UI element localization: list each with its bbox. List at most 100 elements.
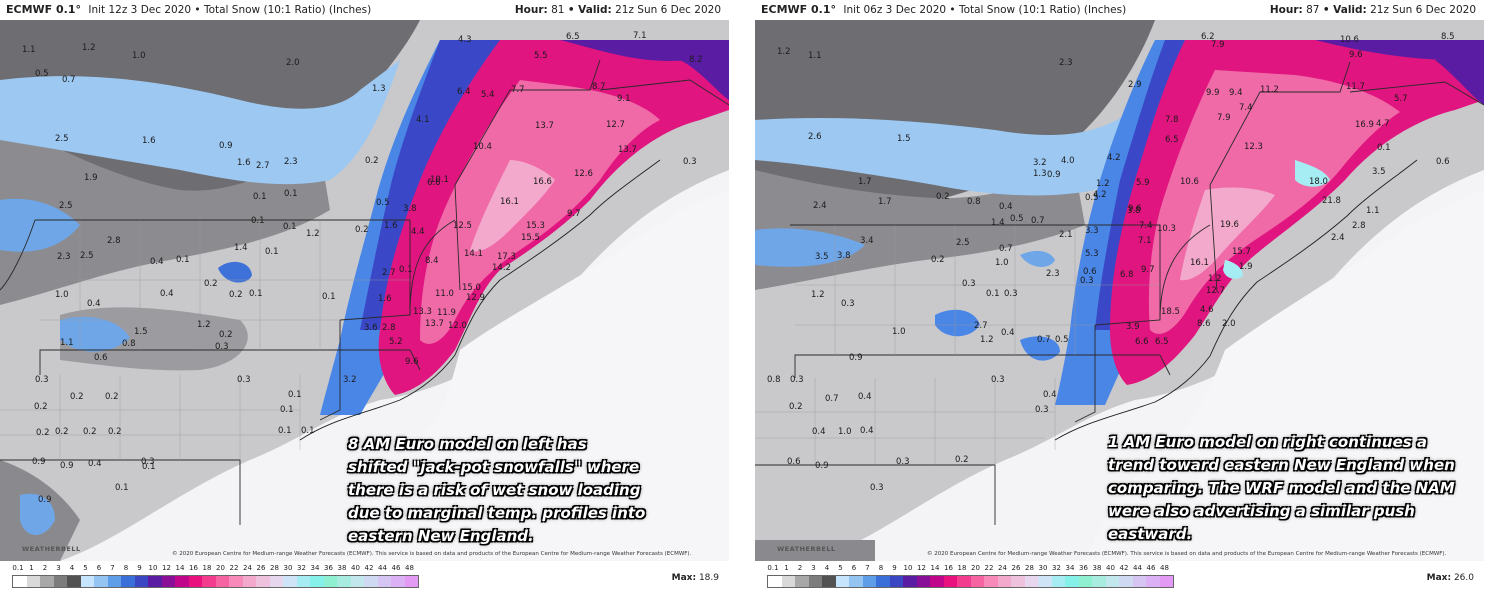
snowfall-map-svg: 1.2 1.12.36.27.9 10.6 8.59.62.6 1.52.99.9 9.4… xyxy=(755,20,1484,561)
snowfall-value: 3.9 xyxy=(1126,322,1140,332)
legend-color-swatch xyxy=(835,576,849,587)
snowfall-value: 0.2 xyxy=(955,455,969,465)
snowfall-value: 0.1 xyxy=(301,426,315,436)
snowfall-value: 8.4 xyxy=(425,256,439,266)
legend-color-swatch xyxy=(781,576,795,587)
annotation-line: comparing. The WRF model and the NAM xyxy=(1108,479,1455,497)
legend-tick-label: 8 xyxy=(123,564,129,572)
panel-header: ECMWF 0.1° Init 12z 3 Dec 2020 • Total S… xyxy=(0,0,729,20)
legend-tick-label: 20 xyxy=(216,564,225,572)
snowfall-value: 0.1 xyxy=(399,265,413,275)
snowfall-value: 2.5 xyxy=(55,134,69,144)
snowfall-value: 0.7 xyxy=(1031,216,1045,226)
snowfall-value: 2.5 xyxy=(956,238,970,248)
legend-color-swatch xyxy=(350,576,364,587)
snowfall-value: 3.5 xyxy=(1372,167,1386,177)
snowfall-value: 0.2 xyxy=(229,290,243,300)
snowfall-value: 2.4 xyxy=(1331,233,1345,243)
snowfall-value: 0.3 xyxy=(1004,289,1018,299)
legend-color-swatch xyxy=(310,576,324,587)
legend-color-swatch xyxy=(134,576,148,587)
snowfall-value-labels: 1.1 1.2 1.0 0.5 0.7 1.3 2.0 2.5 1.6 0.9 1.6 2.7 2.3 0… xyxy=(22,31,703,505)
legend-color-swatch xyxy=(1038,576,1052,587)
legend-color-swatch xyxy=(903,576,917,587)
snowfall-value-labels: 1.2 1.12.36.27.9 10.6 8.59.62.6 1.52.99.9 9.4… xyxy=(767,32,1455,493)
max-value: 26.0 xyxy=(1453,573,1474,583)
legend-tick-label: 32 xyxy=(297,564,306,572)
legend-tick-label: 38 xyxy=(337,564,347,572)
weatherbell-logo: WEATHERBELL xyxy=(22,545,81,553)
snowfall-value: 1.6 xyxy=(142,136,156,146)
snowfall-value: 1.6 xyxy=(384,221,398,231)
snowfall-value: 8.6 xyxy=(1197,319,1211,329)
snowfall-value: 0.2 xyxy=(931,255,945,265)
snowfall-value: 0.7 xyxy=(62,75,76,85)
legend-color-swatch xyxy=(80,576,94,587)
max-label: Max: xyxy=(1426,573,1452,583)
legend-tick-label: 0.1 xyxy=(12,564,24,572)
snowfall-value: 2.5 xyxy=(80,251,94,261)
legend-color-swatch xyxy=(1051,576,1065,587)
snowfall-value: 7.1 xyxy=(1138,236,1152,246)
snowfall-value: 0.2 xyxy=(789,402,803,412)
snowfall-value: 2.6 xyxy=(808,132,822,142)
snowfall-value: 0.7 xyxy=(1037,335,1051,345)
model-name: ECMWF 0.1° xyxy=(6,3,81,16)
snowfall-value: 1.2 xyxy=(197,320,211,330)
legend-tick-label: 22 xyxy=(984,564,994,572)
snowfall-value: 5.2 xyxy=(389,337,403,347)
forecast-hour: 81 xyxy=(551,4,565,16)
snowfall-value: 0.1 xyxy=(265,247,279,257)
legend-tick-label: 7 xyxy=(865,564,870,572)
legend-color-swatch xyxy=(1024,576,1038,587)
snowfall-value: 4.4 xyxy=(411,227,425,237)
snowfall-value: 9.6 xyxy=(1128,204,1142,214)
snowfall-value: 9.1 xyxy=(617,94,631,104)
legend-tick-label: 6 xyxy=(96,564,102,572)
legend-color-swatch xyxy=(862,576,876,587)
legend-tick-label: 9 xyxy=(137,564,142,572)
valid-datetime: 21z Sun 6 Dec 2020 xyxy=(1370,4,1476,16)
legend-tick-label: 30 xyxy=(1038,564,1048,572)
legend-tick-label: 12 xyxy=(162,564,171,572)
snowfall-value: 0.2 xyxy=(355,225,369,235)
snowfall-value: 14.2 xyxy=(492,263,511,273)
legend-color-swatch xyxy=(1105,576,1119,587)
snowfall-value: 0.9 xyxy=(219,141,233,151)
legend-tick-label: 34 xyxy=(310,564,320,572)
legend-tick-label: 4 xyxy=(69,564,75,572)
legend-color-swatch xyxy=(1092,576,1106,587)
snowfall-value: 0.1 xyxy=(249,289,263,299)
snowfall-value: 0.3 xyxy=(896,457,910,467)
snowfall-value: 6.6 xyxy=(1135,337,1149,347)
snowfall-value: 2.5 xyxy=(59,201,73,211)
valid-label: • Valid: xyxy=(567,4,612,16)
snowfall-value: 3.5 xyxy=(815,252,829,262)
snowfall-value: 0.6 xyxy=(1436,157,1450,167)
snowfall-value: 0.1 xyxy=(253,192,267,202)
snowfall-value: 0.5 xyxy=(376,198,390,208)
snowfall-value: 11.9 xyxy=(437,308,456,318)
snowfall-value: 0.3 xyxy=(870,483,884,493)
legend-tick-label: 46 xyxy=(1146,564,1156,572)
legend-tick-label: 2 xyxy=(797,564,803,572)
legend-tick-label: 26 xyxy=(1011,564,1021,572)
annotation-line: were also advertising a similar push xyxy=(1108,502,1415,520)
snowfall-value: 4.0 xyxy=(1061,156,1075,166)
snowfall-value: 12.3 xyxy=(1244,142,1263,152)
snowfall-value: 18.5 xyxy=(1161,307,1180,317)
snowfall-value: 1.1 xyxy=(1366,206,1380,216)
snowfall-value: 9.7 xyxy=(1141,265,1155,275)
snowfall-value: 0.2 xyxy=(36,428,50,438)
snowfall-value: 7.4 xyxy=(1139,221,1153,231)
snowfall-value: 1.6 xyxy=(378,294,392,304)
legend-tick-label: 12 xyxy=(917,564,926,572)
snowfall-value: 3.2 xyxy=(1033,158,1047,168)
legend-color-bar xyxy=(767,575,1174,588)
legend-color-swatch xyxy=(148,576,162,587)
annotation-line: due to marginal temp. profiles into xyxy=(348,504,646,522)
snowfall-value: 3.3 xyxy=(1085,226,1099,236)
legend-tick-label: 8 xyxy=(878,564,884,572)
snowfall-value: 0.3 xyxy=(237,375,251,385)
snowfall-value: 1.7 xyxy=(858,177,872,187)
